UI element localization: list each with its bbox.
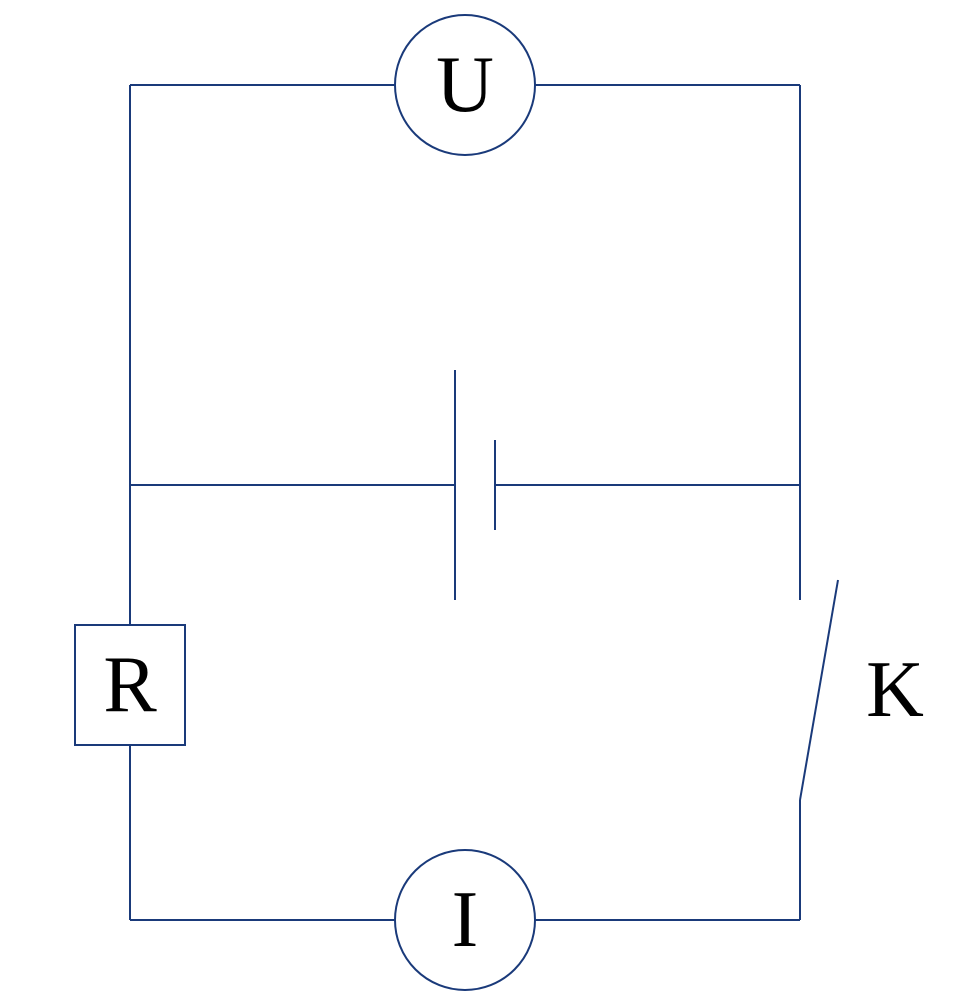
circuit-diagram: U I R K bbox=[0, 0, 978, 1000]
voltmeter-label: U bbox=[436, 41, 494, 129]
switch-label: K bbox=[866, 646, 924, 734]
circuit-wires bbox=[130, 85, 800, 920]
circuit-components bbox=[75, 15, 838, 990]
ammeter-label: I bbox=[452, 876, 479, 964]
resistor-label: R bbox=[103, 641, 157, 729]
